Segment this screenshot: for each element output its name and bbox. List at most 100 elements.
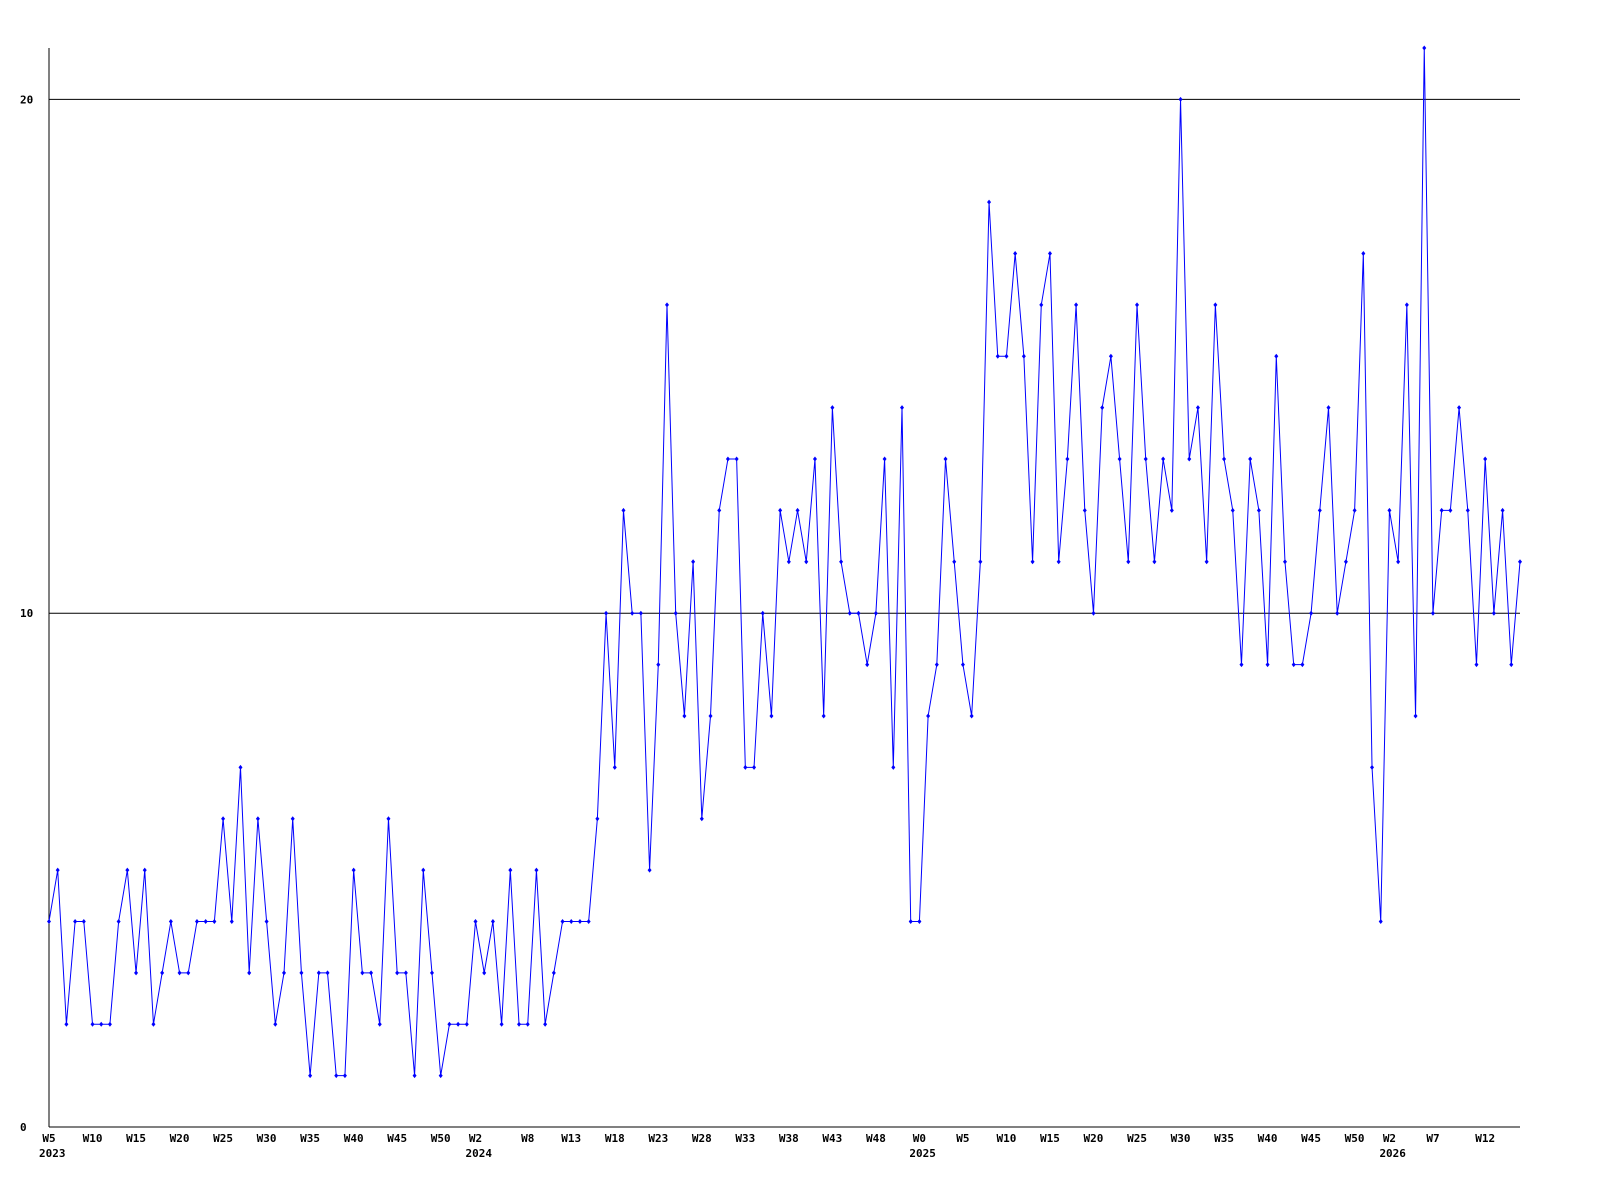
data-point [926, 713, 931, 719]
y-tick-label: 10 [20, 607, 33, 620]
data-point [769, 713, 774, 719]
data-point [612, 764, 617, 770]
data-point [334, 1073, 339, 1079]
data-point [1013, 251, 1018, 257]
data-point [1370, 764, 1375, 770]
data-point [81, 918, 86, 924]
data-point [1396, 559, 1401, 565]
data-line [48, 47, 1521, 1077]
data-point [830, 405, 835, 411]
x-year-label: 2023 [39, 1147, 66, 1160]
data-point [1448, 507, 1453, 513]
x-tick-label: W50 [1345, 1132, 1365, 1145]
data-point [482, 970, 487, 976]
data-point [369, 970, 374, 976]
data-point [1222, 456, 1227, 462]
data-point [316, 970, 321, 976]
data-point [664, 302, 669, 308]
x-tick-label: W40 [1258, 1132, 1278, 1145]
x-tick-label: W48 [866, 1132, 886, 1145]
data-point [934, 662, 939, 668]
data-point [1343, 559, 1348, 565]
x-tick-label: W45 [1301, 1132, 1321, 1145]
data-point [960, 662, 965, 668]
data-point [569, 918, 574, 924]
x-tick-label: W23 [648, 1132, 668, 1145]
data-point [464, 1021, 469, 1027]
x-tick-label: W35 [1214, 1132, 1234, 1145]
data-point [99, 1021, 104, 1027]
x-tick-label: W7 [1426, 1132, 1439, 1145]
data-point [438, 1073, 443, 1079]
data-point [1091, 610, 1096, 616]
data-point [429, 970, 434, 976]
data-point [656, 662, 661, 668]
data-point [1039, 302, 1044, 308]
data-point [55, 867, 60, 873]
data-point [1491, 610, 1496, 616]
data-point [995, 353, 1000, 359]
data-point [1413, 713, 1418, 719]
data-point [1187, 456, 1192, 462]
data-point [1457, 405, 1462, 411]
data-point [116, 918, 121, 924]
x-tick-label: W50 [431, 1132, 451, 1145]
data-point [1361, 251, 1366, 257]
data-point [151, 1021, 156, 1027]
data-point [90, 1021, 95, 1027]
data-point [1422, 45, 1427, 51]
data-point [1300, 662, 1305, 668]
x-tick-label: W8 [521, 1132, 534, 1145]
x-year-label: 2024 [466, 1147, 493, 1160]
data-point [1143, 456, 1148, 462]
data-point [673, 610, 678, 616]
data-point [1518, 559, 1522, 565]
data-point [743, 764, 748, 770]
data-point [595, 816, 600, 822]
data-point [917, 918, 922, 924]
data-point [499, 1021, 504, 1027]
data-point [752, 764, 757, 770]
data-point [447, 1021, 452, 1027]
x-tick-label: W12 [1475, 1132, 1495, 1145]
data-point [865, 662, 870, 668]
x-tick-label: W33 [735, 1132, 755, 1145]
data-point [73, 918, 78, 924]
data-point [987, 199, 992, 205]
data-point [725, 456, 730, 462]
x-tick-label: W15 [1040, 1132, 1060, 1145]
data-point [638, 610, 643, 616]
data-point [682, 713, 687, 719]
data-point [125, 867, 130, 873]
data-point [795, 507, 800, 513]
data-point [412, 1073, 417, 1079]
x-tick-label: W18 [605, 1132, 625, 1145]
data-point [969, 713, 974, 719]
data-point [839, 559, 844, 565]
x-tick-label: W25 [1127, 1132, 1147, 1145]
x-tick-label: W30 [257, 1132, 277, 1145]
data-point [403, 970, 408, 976]
x-tick-label: W30 [1171, 1132, 1191, 1145]
data-point [1500, 507, 1505, 513]
data-point [1387, 507, 1392, 513]
data-point [456, 1021, 461, 1027]
data-point [621, 507, 626, 513]
data-point [1021, 353, 1026, 359]
data-point [778, 507, 783, 513]
data-point [760, 610, 765, 616]
data-point [517, 1021, 522, 1027]
data-point [1248, 456, 1253, 462]
data-point [1117, 456, 1122, 462]
x-tick-label: W10 [997, 1132, 1017, 1145]
data-point [1082, 507, 1087, 513]
data-point [107, 1021, 112, 1027]
data-point [1326, 405, 1331, 411]
data-point [847, 610, 852, 616]
data-point [1204, 559, 1209, 565]
data-point [1274, 353, 1279, 359]
data-point [247, 970, 252, 976]
x-tick-label: W45 [387, 1132, 407, 1145]
data-point [1108, 353, 1113, 359]
